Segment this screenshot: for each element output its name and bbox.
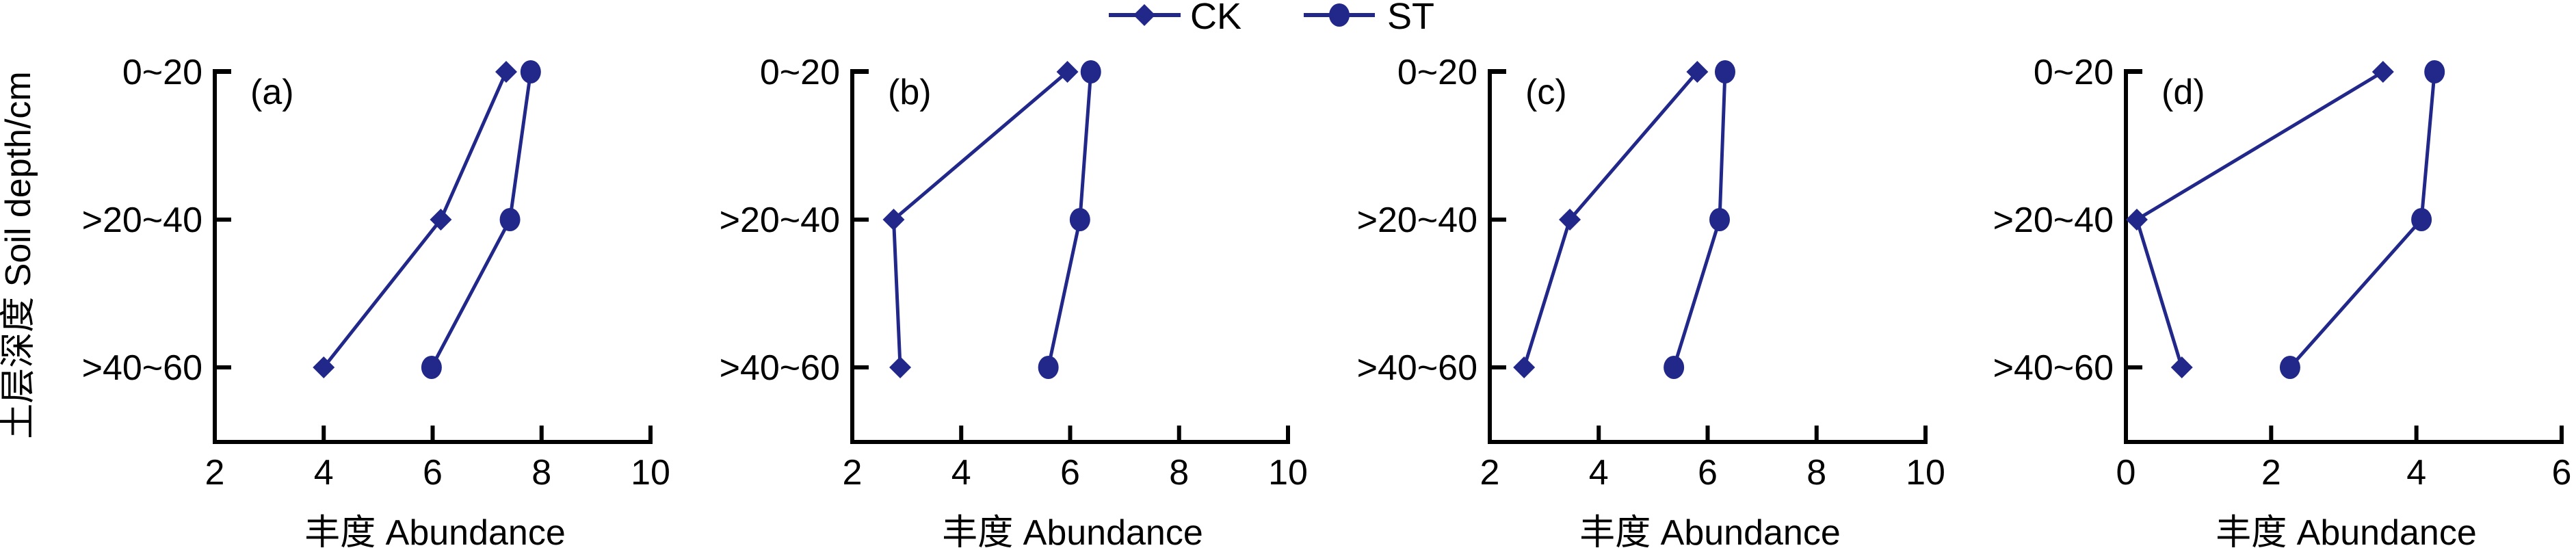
x-tick-label: 10 [1906,453,1945,493]
data-point-ck-diamond [430,209,452,231]
y-tick-label: >40~60 [1993,348,2114,388]
panel-label: (c) [1525,73,1567,112]
series-st [2279,60,2445,379]
legend-entry-st: ST [1304,0,1434,37]
data-point-st-circle [1080,60,1101,83]
series-ck [882,61,1079,378]
series-ck [313,61,517,378]
x-axis-title: 丰度 Abundance [2216,513,2477,548]
panel-c: 0~20 >20~40 >40~60 2 4 6 8 10 丰度 Abundance (c) [1357,53,1945,548]
x-tick-label: 6 [1060,453,1080,493]
y-tick-label: >40~60 [1357,348,1477,388]
x-axis-title: 丰度 Abundance [942,513,1203,548]
y-tick-label: >20~40 [720,200,840,240]
x-tick-label: 0 [2116,453,2136,493]
y-tick-label: >20~40 [1357,200,1477,240]
x-axis-title: 丰度 Abundance [1579,513,1841,548]
data-point-st-circle [499,208,521,231]
x-tick-label: 8 [531,453,551,493]
legend-ck-diamond-marker [1133,4,1155,26]
data-point-ck-diamond [2170,356,2193,378]
x-tick-label: 6 [423,453,443,493]
series-line-ck [1522,70,1699,368]
x-tick-label: 2 [2261,453,2281,493]
data-point-st-circle [421,356,442,379]
x-tick-label: 6 [2552,453,2572,493]
data-point-ck-diamond [2125,209,2148,231]
data-point-ck-diamond [1056,61,1079,83]
x-tick-label: 10 [631,453,670,493]
axes [213,69,653,444]
x-tick-label: 2 [1480,453,1500,493]
panel-a: 0~20 >20~40 >40~60 2 4 6 8 10 丰度 Abundance (a) [82,53,670,548]
legend-ck-label: CK [1190,0,1241,37]
x-tick-label: 6 [1698,453,1718,493]
panel-label: (b) [888,73,932,112]
x-tick-label: 4 [951,453,971,493]
data-point-st-circle [1714,60,1735,83]
axes [2124,69,2564,444]
legend: CK ST [1109,0,1434,37]
data-point-ck-diamond [495,61,517,83]
x-tick-label: 10 [1268,453,1308,493]
y-tick-label: >20~40 [82,200,202,240]
x-tick-label: 8 [1806,453,1826,493]
y-tick-label: >20~40 [1993,200,2114,240]
axes [850,69,1290,444]
panel-label: (a) [250,73,294,112]
y-tick-label: >40~60 [720,348,840,388]
series-line-ck [2134,70,2384,368]
y-tick-label: 0~20 [122,53,202,92]
series-st [1038,60,1101,379]
series-st [1664,60,1735,379]
y-tick-label: >40~60 [82,348,202,388]
legend-entry-ck: CK [1109,0,1241,37]
panel-label: (d) [2161,73,2205,112]
y-tick-label: 0~20 [760,53,840,92]
data-point-st-circle [520,60,541,83]
y-tick-label: 0~20 [1397,53,1477,92]
data-point-st-circle [1664,356,1685,379]
data-point-ck-diamond [1559,209,1581,231]
series-st [421,60,541,379]
legend-st-label: ST [1387,0,1434,37]
data-point-st-circle [1709,208,1731,231]
series-ck [1513,61,1709,378]
data-point-ck-diamond [2371,61,2394,83]
series-line-ck [322,70,508,369]
data-point-ck-diamond [882,209,905,231]
legend-st-circle-marker [1329,3,1350,27]
data-point-ck-diamond [1686,61,1709,83]
data-point-st-circle [2424,60,2445,83]
panel-d: 0~20 >20~40 >40~60 0 2 4 6 丰度 Abundance (d) [1993,53,2572,548]
x-axis-title: 丰度 Abundance [304,513,566,548]
data-point-ck-diamond [1513,356,1536,378]
series-line-ck [891,70,1069,368]
x-tick-label: 2 [205,453,225,493]
data-point-st-circle [2279,356,2300,379]
data-point-st-circle [1069,208,1090,231]
y-axis-title: 土层深度 Soil depth/cm [0,71,38,439]
series-ck [2125,61,2394,378]
data-point-st-circle [2411,208,2432,231]
data-point-st-circle [1038,356,1059,379]
x-tick-label: 2 [843,453,863,493]
x-tick-label: 4 [1589,453,1609,493]
x-tick-label: 4 [2406,453,2426,493]
data-point-ck-diamond [889,356,912,378]
x-tick-label: 4 [314,453,334,493]
data-point-ck-diamond [313,356,335,378]
x-tick-label: 8 [1169,453,1189,493]
y-tick-label: 0~20 [2034,53,2114,92]
panel-b: 0~20 >20~40 >40~60 2 4 6 8 10 丰度 Abundance (b) [720,53,1308,548]
